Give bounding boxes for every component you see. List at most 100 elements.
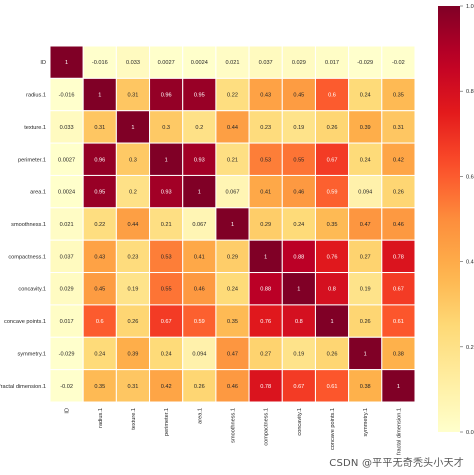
heatmap-cell-8-6 [248, 304, 283, 338]
heatmap-cell-9-3 [149, 336, 184, 371]
heatmap-cell-4-6 [248, 174, 283, 209]
cell-value-label: 0.19 [128, 287, 139, 293]
y-tick-label-symmetry-1: symmetry.1 [18, 351, 47, 357]
cell-value-label: -0.02 [60, 384, 73, 390]
y-tick-label-compactness-1: compactness.1 [8, 254, 46, 260]
heatmap-cell-6-5 [215, 239, 250, 274]
cell-value-label: 0.93 [161, 190, 172, 196]
cell-value-label: 0.47 [360, 222, 371, 228]
y-tick-label-fractal-dimension-1: fractal dimension.1 [0, 384, 46, 390]
cell-value-label: 0.39 [360, 125, 371, 131]
cell-value-label: 1 [297, 287, 300, 293]
cell-value-label: 0.59 [327, 190, 338, 196]
cell-value-label: 0.47 [227, 351, 238, 357]
heatmap-cell-4-4 [182, 174, 217, 209]
heatmap-cell-1-2 [115, 77, 151, 112]
y-tick-label-area-1: area.1 [30, 190, 46, 196]
cell-value-label: 0.88 [293, 254, 304, 260]
heatmap-cell-9-2 [115, 336, 151, 371]
cell-value-label: 0.96 [161, 93, 172, 99]
colorbar: 0.0 0.2 0.4 0.6 0.8 1.0 [438, 4, 474, 436]
cell-value-label: 0.24 [360, 157, 371, 163]
cell-value-label: 0.24 [227, 287, 238, 293]
cell-value-label: 0.26 [360, 319, 371, 325]
heatmap-cell-9-5 [215, 336, 250, 371]
cell-value-label: 0.59 [194, 319, 205, 325]
cell-value-label: 0.067 [192, 222, 206, 228]
heatmap-cell-8-9 [348, 304, 383, 338]
cell-value-label: 0.26 [128, 319, 139, 325]
heatmap-cell-10-10 [381, 369, 416, 403]
cell-value-label: -0.029 [357, 60, 373, 66]
heatmap-cell-6-8 [314, 239, 350, 274]
heatmap-cell-7-1 [82, 272, 117, 306]
cell-value-label: -0.016 [92, 60, 108, 66]
heatmap-cell-1-0 [49, 77, 84, 112]
cell-value-label: 0.27 [360, 254, 371, 260]
heatmap-cell-8-0 [49, 304, 84, 338]
cell-value-label: 0.26 [327, 125, 338, 131]
heatmap-cell-2-10 [381, 110, 416, 144]
cell-value-label: 0.0024 [191, 60, 208, 66]
heatmap-cell-6-1 [82, 239, 117, 274]
cell-value-label: 1 [65, 60, 68, 66]
heatmap-cell-8-10 [381, 304, 416, 338]
cell-value-label: 0.8 [295, 319, 303, 325]
cell-value-label: 0.021 [60, 222, 74, 228]
x-tick-label-perimeter-1: perimeter.1 [164, 408, 170, 436]
heatmap-cell-6-7 [281, 239, 316, 274]
cell-value-label: 0.094 [192, 351, 206, 357]
cell-value-label: -0.016 [59, 93, 75, 99]
cell-value-label: 0.017 [60, 319, 74, 325]
heatmap-cell-6-6 [248, 239, 283, 274]
cell-value-label: 0.24 [94, 351, 105, 357]
heatmap-cell-8-7 [281, 304, 316, 338]
colorbar-tick-label: 0.0 [466, 430, 474, 436]
heatmap-cell-3-8 [314, 142, 350, 176]
heatmap-cell-7-9 [348, 272, 383, 306]
cell-value-label: 0.31 [94, 125, 105, 131]
cell-value-label: 0.76 [327, 254, 338, 260]
cell-value-label: 0.23 [260, 125, 271, 131]
heatmap-cell-0-1 [82, 45, 117, 79]
cell-value-label: 0.88 [260, 287, 271, 293]
y-tick-label-concavity-1: concavity.1 [18, 287, 46, 293]
cell-value-label: 0.8 [328, 287, 336, 293]
cell-value-label: 0.29 [260, 222, 271, 228]
heatmap-cell-6-2 [115, 239, 151, 274]
heatmap-cell-0-0 [49, 45, 84, 79]
heatmap-cell-5-0 [49, 207, 84, 241]
heatmap-cell-3-3 [149, 142, 184, 176]
cell-value-label: 0.95 [194, 93, 205, 99]
cell-value-label: 0.19 [360, 287, 371, 293]
cell-value-label: 0.55 [161, 287, 172, 293]
heatmap-cell-4-3 [149, 174, 184, 209]
heatmap-cell-1-8 [314, 77, 350, 112]
heatmap-cell-1-9 [348, 77, 383, 112]
cell-value-label: 0.2 [195, 125, 203, 131]
x-tick-label-smoothness-1: smoothness.1 [231, 408, 237, 443]
cell-value-label: 0.38 [393, 351, 404, 357]
cell-value-label: 0.41 [194, 254, 205, 260]
cell-value-label: 0.017 [325, 60, 339, 66]
heatmap-cell-9-8 [314, 336, 350, 371]
cell-value-label: 0.53 [161, 254, 172, 260]
heatmap-cell-0-7 [281, 45, 316, 79]
x-tick-label-symmetry-1: symmetry.1 [363, 408, 369, 437]
cell-value-label: 1 [264, 254, 267, 260]
x-tick-label-texture-1: texture.1 [131, 408, 137, 430]
cell-value-label: 0.45 [293, 93, 304, 99]
heatmap-cell-2-8 [314, 110, 350, 144]
heatmap-cell-5-10 [381, 207, 416, 241]
heatmap-cells [49, 45, 416, 403]
cell-value-label: 0.6 [328, 93, 336, 99]
cell-value-label: 0.29 [227, 254, 238, 260]
colorbar-tick-label: 0.6 [466, 174, 474, 180]
cell-value-label: 0.22 [227, 93, 238, 99]
cell-value-label: 0.95 [94, 190, 105, 196]
cell-value-label: 0.39 [128, 351, 139, 357]
cell-value-label: 0.033 [60, 125, 74, 131]
cell-value-label: 0.0024 [58, 190, 75, 196]
